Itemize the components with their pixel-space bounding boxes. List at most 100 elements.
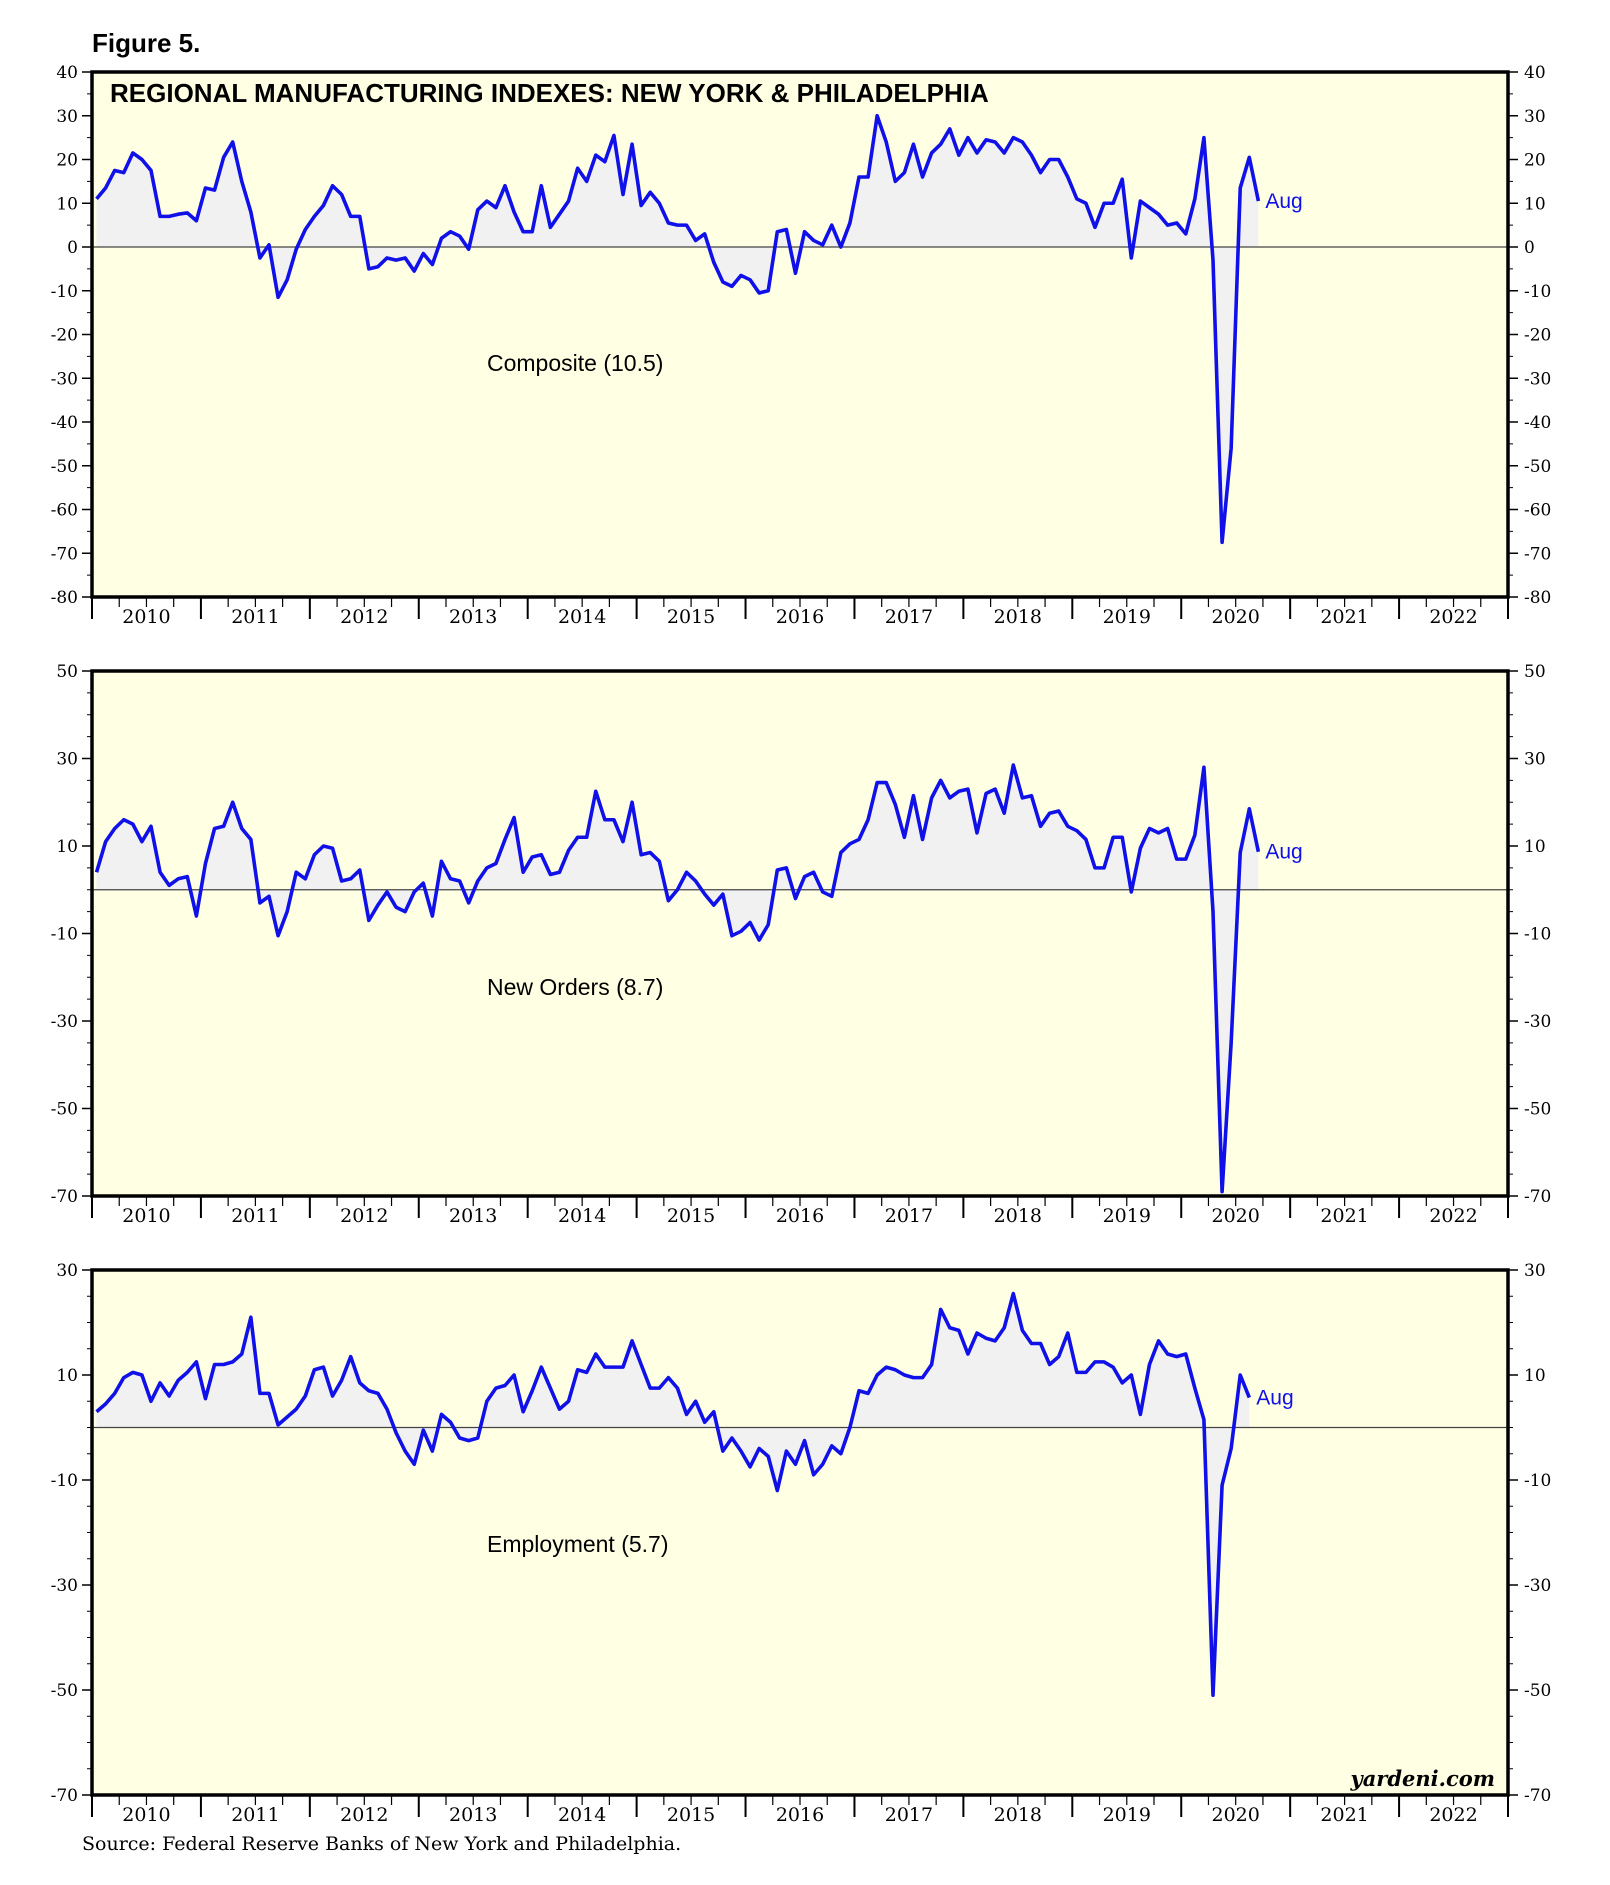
y-tick-label-left: -70 (51, 1786, 78, 1806)
x-tick-label: 2011 (231, 1804, 279, 1826)
y-tick-label-left: -30 (51, 369, 78, 389)
x-tick-label: 2020 (1212, 606, 1260, 628)
x-tick-label: 2013 (449, 606, 497, 628)
y-tick-label-left: 30 (56, 1261, 78, 1281)
x-tick-label: 2015 (667, 1804, 715, 1826)
x-tick-label: 2012 (340, 1205, 388, 1227)
y-tick-label-right: -10 (1524, 1471, 1551, 1491)
series-area-fill (96, 115, 1259, 543)
x-tick-label: 2016 (776, 1205, 824, 1227)
x-tick-label: 2019 (1103, 1205, 1151, 1227)
x-tick-label: 2014 (558, 1205, 606, 1227)
y-tick-label-left: -70 (51, 1187, 78, 1207)
y-tick-label-right: -70 (1524, 544, 1551, 564)
y-tick-label-left: -40 (51, 413, 78, 433)
figure-label: Figure 5. (92, 28, 200, 58)
x-tick-label: 2019 (1103, 606, 1151, 628)
x-tick-label: 2012 (340, 606, 388, 628)
x-tick-label: 2012 (340, 1804, 388, 1826)
employment-panel: 30 30 10 10 -10 -10 -30 -30 -50 -50 -70 -70 2010 2011… (51, 1261, 1552, 1826)
x-tick-label: 2014 (558, 606, 606, 628)
new-orders-panel: 50 50 30 30 10 10 -10 -10 -30 -30 -50 -50 -70 -70 2010… (51, 662, 1552, 1227)
y-tick-label-right: -70 (1524, 1786, 1551, 1806)
y-tick-label-right: -50 (1524, 1681, 1551, 1701)
y-tick-label-right: -30 (1524, 1576, 1551, 1596)
plot-area (92, 671, 1508, 1196)
y-tick-label-right: 30 (1524, 750, 1546, 770)
y-tick-label-left: -50 (51, 1681, 78, 1701)
y-tick-label-right: -80 (1524, 588, 1551, 608)
y-tick-label-left: -10 (51, 1471, 78, 1491)
y-tick-label-right: 50 (1524, 662, 1546, 682)
y-tick-label-right: 20 (1524, 151, 1546, 171)
y-tick-label-right: 10 (1524, 837, 1546, 857)
x-tick-label: 2021 (1320, 1804, 1368, 1826)
y-tick-label-right: -40 (1524, 413, 1551, 433)
x-tick-label: 2010 (122, 1205, 170, 1227)
plot-frame (90, 669, 1510, 1198)
x-tick-label: 2016 (776, 1804, 824, 1826)
x-tick-label: 2017 (885, 606, 933, 628)
watermark: yardeni.com (1350, 1766, 1496, 1791)
y-tick-label-left: -10 (51, 925, 78, 945)
y-tick-label-left: -80 (51, 588, 78, 608)
x-tick-label: 2015 (667, 606, 715, 628)
series-line (94, 763, 1261, 1194)
y-tick-label-left: -10 (51, 282, 78, 302)
source-note: Source: Federal Reserve Banks of New Yor… (82, 1833, 681, 1855)
x-tick-label: 2021 (1320, 606, 1368, 628)
series-label: New Orders (8.7) (487, 974, 663, 1000)
x-tick-label: 2021 (1320, 1205, 1368, 1227)
y-tick-label-left: 0 (67, 238, 78, 258)
y-tick-label-right: 30 (1524, 107, 1546, 127)
y-tick-label-right: -30 (1524, 1012, 1551, 1032)
series-end-label: Aug (1265, 190, 1302, 213)
x-tick-label: 2011 (231, 1205, 279, 1227)
series-area-fill (96, 765, 1259, 1192)
chart-title: REGIONAL MANUFACTURING INDEXES: NEW YORK… (110, 78, 989, 108)
y-tick-label-right: 10 (1524, 1366, 1546, 1386)
y-tick-label-left: 30 (56, 107, 78, 127)
x-tick-label: 2010 (122, 606, 170, 628)
y-tick-label-right: 40 (1524, 63, 1546, 83)
plot-area (92, 1270, 1508, 1795)
y-tick-label-left: -60 (51, 501, 78, 521)
x-tick-label: 2020 (1212, 1205, 1260, 1227)
x-tick-label: 2015 (667, 1205, 715, 1227)
x-tick-label: 2019 (1103, 1804, 1151, 1826)
x-tick-label: 2017 (885, 1804, 933, 1826)
plot-frame (90, 70, 1510, 599)
y-tick-label-left: 30 (56, 750, 78, 770)
y-tick-label-left: 10 (56, 1366, 78, 1386)
y-tick-label-left: 40 (56, 63, 78, 83)
y-tick-label-left: -20 (51, 326, 78, 346)
y-tick-label-right: 0 (1524, 238, 1535, 258)
y-tick-label-left: 10 (56, 837, 78, 857)
series-label: Employment (5.7) (487, 1531, 669, 1557)
plot-frame (90, 1268, 1510, 1797)
y-tick-label-left: 50 (56, 662, 78, 682)
y-tick-label-right: -50 (1524, 457, 1551, 477)
x-tick-label: 2016 (776, 606, 824, 628)
y-tick-label-left: -70 (51, 544, 78, 564)
series-label: Composite (10.5) (487, 350, 663, 376)
y-tick-label-right: -10 (1524, 925, 1551, 945)
series-end-label: Aug (1265, 841, 1302, 864)
x-tick-label: 2013 (449, 1205, 497, 1227)
y-tick-label-right: 30 (1524, 1261, 1546, 1281)
x-tick-label: 2014 (558, 1804, 606, 1826)
y-tick-label-left: 20 (56, 151, 78, 171)
y-tick-label-left: -50 (51, 457, 78, 477)
y-tick-label-left: -30 (51, 1576, 78, 1596)
x-tick-label: 2022 (1429, 606, 1477, 628)
x-tick-label: 2018 (994, 1205, 1042, 1227)
y-tick-label-left: -50 (51, 1100, 78, 1120)
x-tick-label: 2018 (994, 1804, 1042, 1826)
series-line (95, 113, 1261, 545)
y-tick-label-right: -50 (1524, 1100, 1551, 1120)
y-tick-label-right: -30 (1524, 369, 1551, 389)
series-area-fill (96, 1293, 1250, 1696)
x-tick-label: 2017 (885, 1205, 933, 1227)
y-tick-label-right: -60 (1524, 501, 1551, 521)
